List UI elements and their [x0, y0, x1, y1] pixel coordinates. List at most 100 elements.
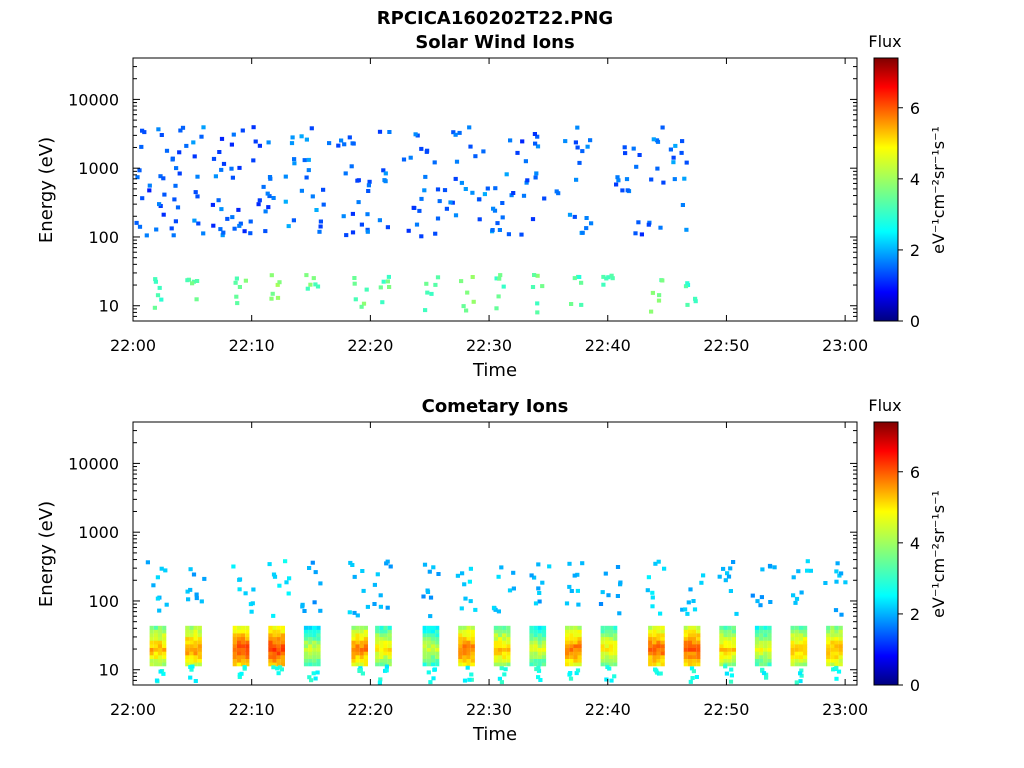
heatmap-cell: [537, 640, 542, 645]
heatmap-cell: [498, 662, 503, 667]
heatmap-cell: [278, 665, 283, 670]
colorbar-ticks: 0 2 4 6: [898, 99, 920, 331]
heatmap-cell: [648, 640, 653, 645]
heatmap-cell: [729, 673, 734, 678]
heatmap-cell: [790, 651, 795, 656]
heatmap-cell: [162, 633, 167, 638]
heatmap-cell: [692, 651, 697, 656]
heatmap-cell: [493, 647, 498, 652]
heatmap-cell: [149, 636, 154, 641]
heatmap-cell: [794, 655, 799, 659]
heatmap-cell: [834, 640, 839, 645]
heatmap-cell: [197, 629, 202, 634]
heatmap-cell: [656, 633, 661, 638]
heatmap-cell: [451, 130, 456, 135]
heatmap-cell: [236, 629, 242, 634]
heatmap-cell: [360, 569, 365, 573]
heatmap-cell: [794, 658, 799, 663]
heatmap-cell: [655, 166, 660, 171]
heatmap-cell: [352, 610, 357, 615]
heatmap-cell: [245, 662, 250, 667]
heatmap-cell: [185, 655, 190, 659]
heatmap-cell: [276, 633, 281, 638]
heatmap-cell: [579, 280, 584, 285]
heatmap-cell: [564, 601, 570, 606]
heatmap-cell: [830, 625, 835, 630]
heatmap-cell: [719, 655, 724, 659]
heatmap-cell: [193, 190, 198, 195]
heatmap-cell: [218, 227, 223, 232]
heatmap-cell: [361, 301, 367, 306]
heatmap-cell: [615, 175, 620, 180]
heatmap-cell: [157, 636, 163, 641]
heatmap-cell: [763, 647, 768, 652]
heatmap-cell: [519, 232, 524, 237]
heatmap-cell: [464, 308, 469, 313]
heatmap-cell: [458, 629, 463, 634]
heatmap-cell: [435, 633, 440, 638]
heatmap-cell: [803, 625, 808, 630]
heatmap-cell: [312, 647, 317, 652]
heatmap-cell: [731, 662, 736, 667]
heatmap-cell: [830, 636, 835, 641]
heatmap-cell: [477, 197, 482, 202]
heatmap-cell: [162, 640, 167, 645]
x-axis-ticks: 22:00 22:10 22:20 22:30 22:40 22:50 23:00: [110, 422, 868, 719]
heatmap-cell: [149, 647, 154, 652]
heatmap-cell: [175, 205, 181, 210]
heatmap-cell: [618, 580, 623, 585]
heatmap-cell: [573, 655, 578, 659]
heatmap-cell: [691, 599, 696, 603]
heatmap-cell: [185, 640, 190, 645]
heatmap-cell: [755, 599, 760, 604]
heatmap-cell: [759, 651, 764, 656]
heatmap-cell: [423, 308, 428, 313]
heatmap-cell: [637, 153, 642, 157]
heatmap-cell: [537, 651, 542, 656]
heatmap-cell: [731, 647, 736, 652]
heatmap-cell: [826, 640, 831, 645]
heatmap-cell: [276, 636, 281, 641]
heatmap-cell: [838, 629, 843, 634]
heatmap-cell: [283, 199, 288, 204]
heatmap-cell: [648, 629, 653, 634]
heatmap-cell: [723, 636, 728, 641]
heatmap-cell: [419, 234, 424, 239]
heatmap-cell: [378, 593, 383, 598]
heatmap-cell: [381, 279, 386, 284]
heatmap-cell: [580, 230, 585, 235]
heatmap-cell: [535, 301, 540, 306]
heatmap-cell: [794, 644, 799, 648]
y-tick-label: 100: [88, 592, 119, 611]
heatmap-cell: [162, 655, 167, 659]
heatmap-cell: [763, 662, 768, 667]
heatmap-cell: [467, 579, 472, 584]
heatmap-cell: [276, 640, 281, 645]
heatmap-cell: [351, 629, 356, 634]
heatmap-cell: [723, 644, 728, 648]
heatmap-cell: [241, 633, 246, 638]
x-axis-ticks: 22:00 22:10 22:20 22:30 22:40 22:50 23:00: [110, 58, 868, 355]
heatmap-cell: [834, 665, 839, 670]
heatmap-cell: [727, 651, 732, 656]
colorbar-title: Flux: [868, 32, 901, 51]
heatmap-cell: [462, 640, 467, 645]
heatmap-cell: [798, 671, 803, 676]
heatmap-cell: [683, 647, 688, 652]
heatmap-cell: [506, 625, 511, 630]
heatmap-cell: [683, 644, 688, 648]
heatmap-cell: [573, 647, 578, 652]
heatmap-cell: [185, 647, 190, 652]
heatmap-cell: [272, 574, 278, 579]
heatmap-cell: [375, 625, 380, 630]
heatmap-cell: [280, 625, 285, 630]
heatmap-cell: [803, 644, 808, 648]
heatmap-cell: [498, 273, 503, 278]
heatmap-cell: [541, 629, 547, 634]
heatmap-cell: [387, 640, 392, 645]
heatmap-cell: [217, 150, 222, 154]
heatmap-cell: [533, 640, 538, 645]
heatmap-cell: [193, 662, 198, 667]
heatmap-cell: [157, 662, 163, 667]
heatmap-cell: [426, 658, 431, 663]
